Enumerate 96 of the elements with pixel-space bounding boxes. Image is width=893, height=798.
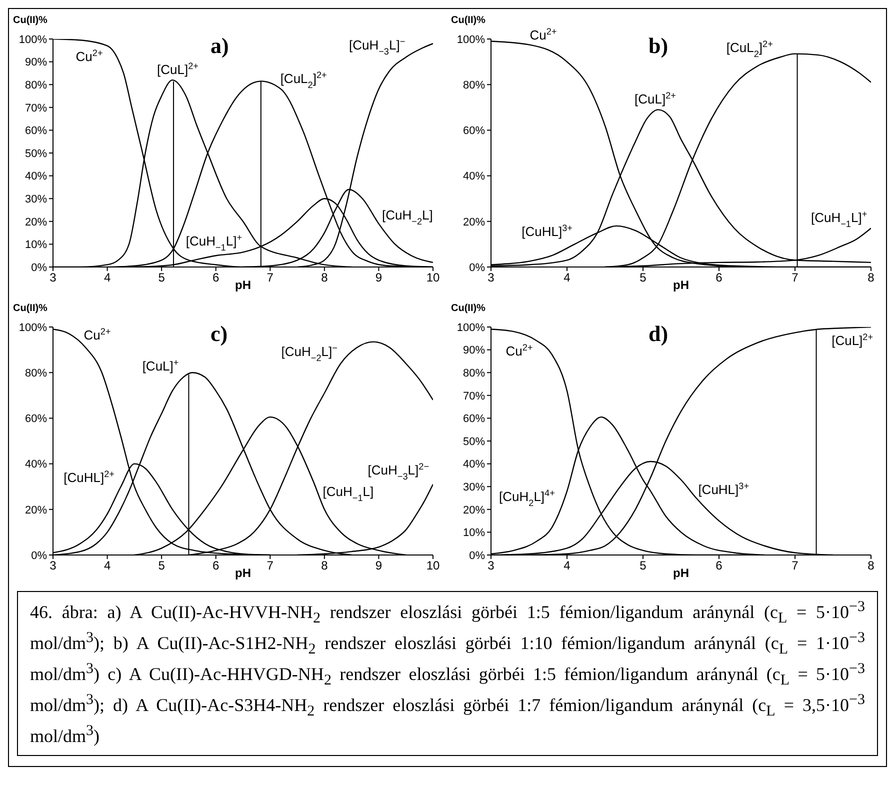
- series-label: Cu$^{2+}$: [530, 26, 557, 42]
- series-label: Cu$^{2+}$: [76, 48, 103, 64]
- x-axis-title: pH: [235, 566, 251, 580]
- series-label: [CuH$_{−3}$L]$^{−}$: [349, 36, 406, 57]
- y-axis-title: Cu(II)%: [451, 15, 486, 26]
- x-tick-label: 3: [50, 558, 57, 573]
- series-label: Cu$^{2+}$: [506, 342, 533, 358]
- series-label: [CuL$_{2}$]$^{2+}$: [280, 70, 327, 90]
- x-tick-label: 4: [564, 558, 571, 573]
- y-tick-label: 0%: [469, 550, 486, 562]
- x-axis-title: pH: [673, 278, 689, 292]
- x-tick-label: 5: [158, 270, 166, 285]
- x-tick-label: 9: [375, 558, 382, 573]
- chart-title: c): [210, 321, 228, 347]
- x-tick-label: 4: [104, 270, 111, 285]
- y-tick-label: 20%: [24, 504, 48, 516]
- y-axis-title: Cu(II)%: [13, 303, 48, 314]
- y-tick-label: 30%: [24, 194, 48, 206]
- series-label: [CuL]$^{2+}$: [832, 332, 874, 348]
- y-tick-label: 40%: [24, 458, 48, 471]
- y-tick-label: 40%: [462, 170, 486, 183]
- y-tick-label: 0%: [31, 550, 48, 562]
- y-tick-label: 70%: [24, 102, 48, 114]
- x-tick-label: 4: [104, 558, 111, 573]
- y-tick-label: 40%: [462, 458, 486, 471]
- x-tick-label: 7: [792, 270, 799, 285]
- series-label: [CuHL]$^{3+}$: [522, 222, 572, 239]
- y-tick-label: 50%: [24, 148, 48, 160]
- y-tick-label: 0%: [31, 262, 48, 274]
- series-label: [CuL]$^{2+}$: [157, 61, 198, 78]
- x-tick-label: 6: [716, 270, 723, 285]
- y-tick-label: 30%: [462, 482, 486, 494]
- y-tick-label: 80%: [24, 368, 48, 380]
- x-tick-label: 7: [266, 558, 274, 573]
- y-axis-title: Cu(II)%: [451, 303, 486, 314]
- series-label: [CuL]$^{+}$: [142, 358, 179, 374]
- series-label: [CuH$_{−2}$L]$^{−}$: [281, 342, 338, 363]
- series-label: [CuH$_{−2}$L]: [382, 207, 433, 226]
- y-tick-label: 100%: [18, 34, 48, 46]
- y-tick-label: 10%: [462, 527, 486, 540]
- series-label: [CuH$_{−1}$L]$^{+}$: [811, 209, 868, 230]
- x-axis-title: pH: [235, 278, 251, 292]
- series-label: [CuHL]$^{2+}$: [64, 468, 114, 485]
- x-tick-label: 6: [212, 270, 220, 285]
- y-tick-label: 90%: [24, 56, 48, 69]
- x-tick-label: 6: [716, 558, 723, 573]
- y-tick-label: 20%: [462, 504, 486, 516]
- x-tick-label: 8: [868, 270, 875, 285]
- x-tick-label: 8: [868, 558, 875, 573]
- y-tick-label: 100%: [18, 322, 48, 334]
- series-label: [CuL]$^{2+}$: [634, 90, 676, 107]
- y-tick-label: 60%: [24, 413, 48, 426]
- x-tick-label: 5: [640, 270, 647, 285]
- chart-title: a): [210, 33, 229, 59]
- y-tick-label: 60%: [462, 125, 486, 138]
- series-label: [CuH$_{−1}$L]$^{+}$: [186, 232, 242, 253]
- series-label: [CuHL]$^{3+}$: [698, 480, 750, 497]
- x-tick-label: 3: [488, 558, 495, 573]
- y-tick-label: 80%: [462, 368, 486, 380]
- x-tick-label: 9: [375, 270, 382, 285]
- y-tick-label: 40%: [24, 170, 48, 183]
- y-tick-label: 90%: [462, 344, 486, 357]
- y-tick-label: 80%: [462, 80, 486, 92]
- x-tick-label: 4: [564, 270, 571, 285]
- text: 46. ábra: a) A Cu(II)-Ac-HVVH-NH$_{2}$ rendszer eloszlási görbéi 1:5 fémion/ligandum aránynál (c$_{L}$ = 5·10$^{−3}$ mol/dm$^{3}$); b) A Cu(II)-Ac-S1H2-NH$_{2}$ rendszer eloszlási görbéi 1:10 fémion/ligandum aránynál (c$_{L}$ = 1·10$^{−3}$ mol/dm$^{3}$) c) A Cu(II)-Ac-HHVGD-NH$_{2}$ rendszer eloszlási görbéi 1:5 fémion/ligandum aránynál (c$_{L}$ = 5·10$^{−3}$ mol/dm$^{3}$); d) A Cu(II)-Ac-S3H4-NH$_{2}$ rendszer eloszlási görbéi 1:7 fémion/ligandum aránynál (c$_{L}$ = 3,5·10$^{−3}$ mol/dm$^{3}$): [30, 599, 866, 746]
- x-tick-label: 5: [640, 558, 647, 573]
- x-tick-label: 10: [426, 270, 440, 285]
- y-tick-label: 50%: [462, 436, 486, 448]
- y-tick-label: 60%: [462, 413, 486, 426]
- chart-title: d): [648, 321, 668, 347]
- y-axis-title: Cu(II)%: [13, 15, 48, 26]
- x-tick-label: 6: [212, 558, 220, 573]
- series-label: [CuH$_{−3}$L]$^{2−}$: [368, 461, 430, 482]
- y-tick-label: 0%: [469, 262, 486, 274]
- x-tick-label: 8: [321, 558, 328, 573]
- series-label: [CuH$_{2}$L]$^{4+}$: [499, 488, 555, 508]
- y-tick-label: 60%: [24, 125, 48, 138]
- series-label: [CuH$_{−1}$L]: [322, 484, 374, 504]
- y-tick-label: 20%: [462, 216, 486, 228]
- x-tick-label: 8: [321, 270, 328, 285]
- x-tick-label: 5: [158, 558, 166, 573]
- chart-title: b): [648, 33, 668, 59]
- series-label: Cu$^{2+}$: [84, 326, 111, 342]
- y-tick-label: 100%: [456, 322, 486, 334]
- y-tick-label: 100%: [456, 34, 486, 46]
- y-tick-label: 80%: [24, 80, 48, 92]
- y-tick-label: 10%: [24, 239, 48, 252]
- x-tick-label: 7: [792, 558, 799, 573]
- x-tick-label: 3: [488, 270, 495, 285]
- x-tick-label: 10: [426, 558, 440, 573]
- y-tick-label: 70%: [462, 390, 486, 402]
- x-tick-label: 3: [50, 270, 57, 285]
- series-label: [CuL$_{2}$]$^{2+}$: [726, 38, 773, 59]
- y-tick-label: 20%: [24, 216, 48, 228]
- x-axis-title: pH: [673, 566, 689, 580]
- x-tick-label: 7: [266, 270, 274, 285]
